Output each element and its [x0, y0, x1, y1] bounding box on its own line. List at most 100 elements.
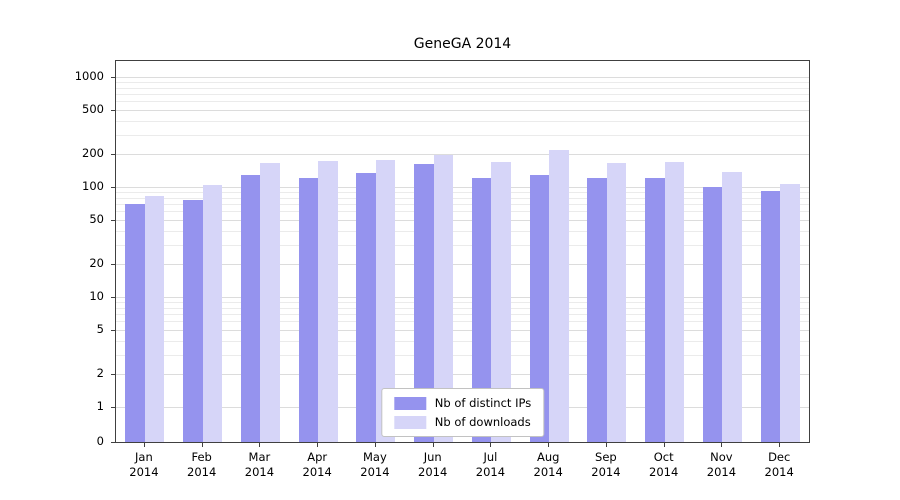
x-tick-label-month: Apr — [307, 450, 328, 464]
y-tick-label: 0 — [96, 434, 104, 448]
gridline-major — [116, 153, 809, 155]
y-tick-label: 10 — [89, 289, 104, 303]
x-tick-mark — [779, 443, 781, 447]
bar-nb-of-distinct-ips — [125, 204, 145, 442]
legend-label-nb-of-distinct-ips: Nb of distinct IPs — [434, 396, 532, 410]
bar-nb-of-distinct-ips — [356, 173, 376, 442]
bar-nb-of-downloads — [144, 195, 165, 442]
x-tick-label-month: Sep — [595, 450, 617, 464]
bar-nb-of-downloads — [318, 161, 338, 442]
x-tick-mark — [663, 443, 665, 447]
x-tick-mark — [317, 443, 319, 447]
gridline-major — [116, 77, 809, 78]
x-tick-label: May 2014 — [346, 450, 404, 480]
x-tick-mark — [721, 443, 723, 447]
legend-label-nb-of-downloads: Nb of downloads — [434, 415, 531, 429]
chart-title: GeneGA 2014 — [413, 36, 512, 52]
gridline-minor — [116, 244, 809, 246]
x-tick-label-year: 2014 — [706, 465, 737, 479]
gridline-minor — [116, 192, 809, 193]
y-tick-mark — [111, 187, 115, 188]
x-tick-label-month: Jun — [423, 450, 442, 464]
y-tick-label: 50 — [89, 212, 104, 227]
bar-nb-of-downloads — [664, 162, 685, 442]
y-tick-mark — [111, 77, 115, 78]
legend-row: Nb of distinct IPs — [393, 396, 532, 410]
x-tick-mark — [143, 443, 145, 447]
x-tick-label-year: 2014 — [187, 465, 217, 479]
legend-row: Nb of downloads — [393, 415, 531, 429]
bar-nb-of-distinct-ips — [760, 191, 781, 442]
gridline-minor — [116, 340, 809, 342]
gridline-minor — [116, 302, 809, 303]
x-tick-label: Jan 2014 — [115, 450, 173, 480]
x-tick-label-month: Jan — [135, 450, 153, 464]
x-tick-label: Jul 2014 — [462, 450, 520, 480]
x-tick-label-month: Dec — [768, 450, 791, 464]
gridline-major — [116, 110, 809, 112]
gridline-minor — [116, 82, 809, 83]
y-tick-label: 2 — [96, 365, 104, 380]
y-tick-label: 20 — [89, 255, 104, 270]
x-tick-mark — [201, 443, 203, 447]
gridline-major — [116, 263, 809, 265]
x-tick-label-month: Mar — [248, 450, 271, 464]
x-tick-label-year: 2014 — [475, 465, 506, 479]
y-tick-mark — [111, 373, 115, 375]
x-tick-label-month: Feb — [191, 450, 212, 464]
bar-nb-of-downloads — [722, 171, 742, 442]
x-tick-label-year: 2014 — [418, 465, 448, 479]
x-tick-label-month: Nov — [710, 450, 733, 464]
y-tick-mark — [111, 442, 115, 443]
y-tick-mark — [111, 220, 115, 222]
x-tick-label-year: 2014 — [764, 465, 794, 479]
y-tick-mark — [111, 330, 115, 332]
x-tick-label: Aug 2014 — [519, 450, 577, 480]
x-tick-label-year: 2014 — [533, 465, 563, 479]
x-tick-label-month: May — [363, 450, 387, 464]
bar-nb-of-downloads — [606, 163, 627, 442]
y-tick-label: 1000 — [74, 69, 104, 83]
gridline-minor — [116, 314, 809, 315]
x-tick-mark — [605, 443, 607, 447]
x-tick-label: Jun 2014 — [404, 450, 462, 480]
gridline-minor — [116, 321, 809, 323]
bar-nb-of-downloads — [375, 159, 396, 442]
x-tick-label: Oct 2014 — [635, 450, 693, 480]
y-tick-label: 200 — [82, 145, 104, 160]
gridline-minor — [116, 197, 809, 199]
y-tick-mark — [111, 297, 115, 298]
bar-nb-of-distinct-ips — [240, 174, 261, 442]
gridline-minor — [116, 354, 809, 356]
x-tick-mark — [259, 443, 261, 447]
gridline-major — [116, 220, 809, 222]
gridline-minor — [116, 134, 809, 136]
x-tick-label: Dec 2014 — [750, 450, 808, 480]
bar-nb-of-distinct-ips — [298, 177, 319, 442]
x-tick-label: Apr 2014 — [288, 450, 346, 480]
bar-nb-of-distinct-ips — [702, 187, 723, 442]
legend-swatch-nb-of-distinct-ips — [393, 396, 426, 410]
gridline-minor — [116, 94, 809, 95]
y-axis: 0 1 2 5 10 20 50 100 200 500 1000 — [0, 61, 115, 448]
x-tick-mark — [374, 443, 376, 447]
x-tick-label: Feb 2014 — [173, 450, 231, 480]
x-tick-label-year: 2014 — [244, 465, 275, 479]
gridline-minor — [116, 230, 809, 232]
x-tick-label: Sep 2014 — [577, 450, 635, 480]
y-tick-mark — [111, 263, 115, 265]
bar-nb-of-distinct-ips — [645, 177, 665, 442]
gridline-major — [116, 297, 809, 298]
y-tick-mark — [111, 153, 115, 155]
gridline-minor — [116, 87, 809, 89]
x-axis: Jan 2014 Feb 2014 Mar 2014 Apr 2014 May 2014 Jun 20… — [115, 443, 810, 488]
y-tick-label: 100 — [82, 179, 104, 193]
gridline-minor — [116, 101, 809, 103]
gridline-minor — [116, 211, 809, 213]
x-tick-label-month: Jul — [483, 450, 498, 464]
x-tick-label: Nov 2014 — [693, 450, 751, 480]
bar-nb-of-downloads — [780, 183, 800, 442]
x-tick-label-year: 2014 — [591, 465, 621, 479]
gridline-minor — [116, 307, 809, 309]
